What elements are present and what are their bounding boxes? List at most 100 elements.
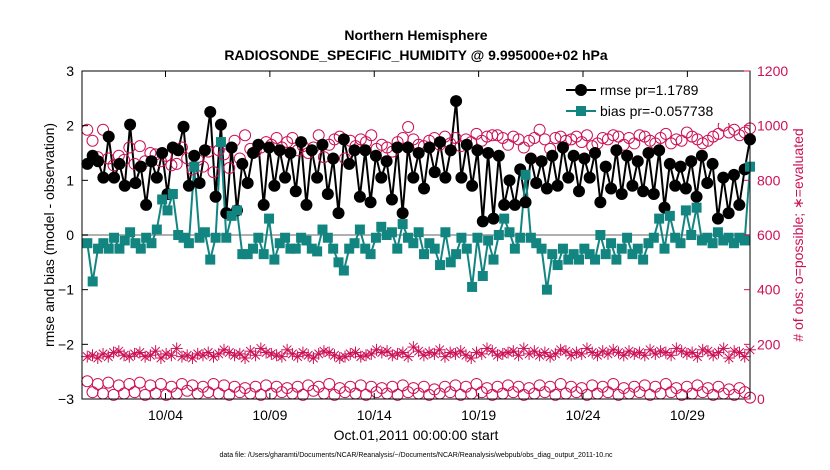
rmse-points [81, 95, 756, 228]
evaluated-obs-marker [580, 342, 593, 355]
asterisk-stroke [740, 352, 750, 362]
asterisk-stroke [698, 345, 708, 355]
bias-point [349, 238, 360, 249]
rmse-point [140, 198, 153, 211]
asterisk-stroke [140, 352, 150, 362]
asterisk-stroke [445, 347, 455, 358]
asterisk-stroke [235, 349, 245, 359]
rmse-point [97, 171, 110, 184]
asterisk-stroke [130, 349, 140, 359]
possible-obs-marker [207, 166, 220, 179]
bias-point [483, 235, 494, 246]
rmse-point [487, 212, 500, 225]
bias-point [728, 238, 739, 249]
rmse-point [295, 136, 308, 149]
bias-points [82, 137, 755, 295]
rmse-point [450, 95, 463, 108]
y-right-tick-label: 1000 [757, 118, 788, 134]
bias-point [189, 161, 200, 172]
asterisk-stroke [498, 349, 508, 359]
bias-point [712, 227, 723, 238]
rmse-point [530, 177, 543, 190]
asterisk-stroke [661, 347, 671, 358]
bias-point [654, 213, 665, 224]
rmse-point [332, 207, 345, 220]
bias-point [541, 284, 552, 295]
bias-point [515, 232, 526, 243]
asterisk-stroke [245, 346, 255, 356]
rmse-point [113, 157, 126, 170]
asterisk-stroke [613, 347, 624, 358]
rmse-point [407, 171, 420, 184]
rmse-point [503, 174, 516, 187]
evaluated-obs-marker [628, 347, 641, 360]
legend-bias-label: bias pr=-0.057738 [600, 103, 713, 119]
rmse-point [567, 149, 580, 162]
rmse-point [268, 179, 281, 192]
y-left-tick-label: −3 [58, 391, 74, 407]
y-right-tick-label: 200 [757, 336, 781, 352]
evaluated-obs-marker [175, 350, 188, 363]
x-tick-label: 10/14 [357, 407, 392, 423]
y-left-tick-label: 0 [66, 227, 74, 243]
asterisk-stroke [414, 346, 424, 356]
rmse-point [727, 168, 740, 181]
possible-obs-marker [607, 129, 620, 142]
rmse-point [669, 179, 682, 192]
asterisk-stroke [703, 346, 713, 356]
bias-point [525, 232, 536, 243]
bias-point [237, 249, 248, 260]
bias-point [173, 230, 184, 240]
evaluated-obs-marker [239, 352, 252, 364]
evaluated-obs-marker [123, 350, 136, 363]
rmse-point [337, 133, 350, 146]
rmse-point [599, 160, 612, 173]
asterisk-stroke [482, 343, 492, 354]
rmse-point [252, 138, 265, 151]
bias-point [296, 232, 307, 243]
asterisk-stroke [408, 342, 418, 352]
rmse-point [434, 136, 447, 149]
rmse-point [418, 182, 431, 195]
rmse-point [257, 198, 270, 211]
asterisk-stroke [172, 343, 182, 354]
bias-point [734, 232, 745, 243]
asterisk-stroke [366, 349, 376, 359]
bias-point [354, 224, 365, 235]
bias-point [632, 243, 643, 254]
bias-point [440, 227, 451, 238]
bias-point [456, 232, 467, 243]
bias-point [157, 194, 168, 205]
bias-point [135, 243, 146, 254]
bias-point [328, 243, 339, 254]
rmse-point [637, 185, 650, 198]
asterisk-stroke [645, 345, 655, 355]
bias-point [504, 227, 515, 238]
asterisk-stroke [145, 350, 155, 360]
possible-obs-marker [533, 123, 546, 136]
bias-point [98, 238, 109, 249]
evaluated-obs-marker [433, 343, 446, 356]
rmse-point [150, 171, 163, 184]
rmse-point [578, 152, 591, 165]
asterisk-stroke [461, 350, 471, 360]
rmse-point [439, 171, 452, 184]
possible-obs-marker [296, 388, 309, 401]
x-tick-label: 10/04 [148, 407, 183, 423]
rmse-point [551, 179, 564, 192]
rmse-point [225, 141, 238, 154]
x-tick-label: 10/29 [670, 407, 705, 423]
y-right-tick-label: 1200 [757, 63, 788, 79]
bias-point [306, 243, 317, 254]
rmse-point [300, 198, 313, 211]
bias-point [290, 243, 301, 254]
bias-point [557, 243, 568, 254]
asterisk-stroke [224, 347, 234, 358]
possible-obs-marker [165, 159, 178, 172]
rmse-point [647, 188, 660, 200]
possible-obs-marker [133, 140, 146, 153]
asterisk-stroke [424, 347, 434, 358]
bias-point [520, 169, 531, 180]
rmse-point [466, 179, 479, 192]
bias-point [183, 238, 194, 249]
